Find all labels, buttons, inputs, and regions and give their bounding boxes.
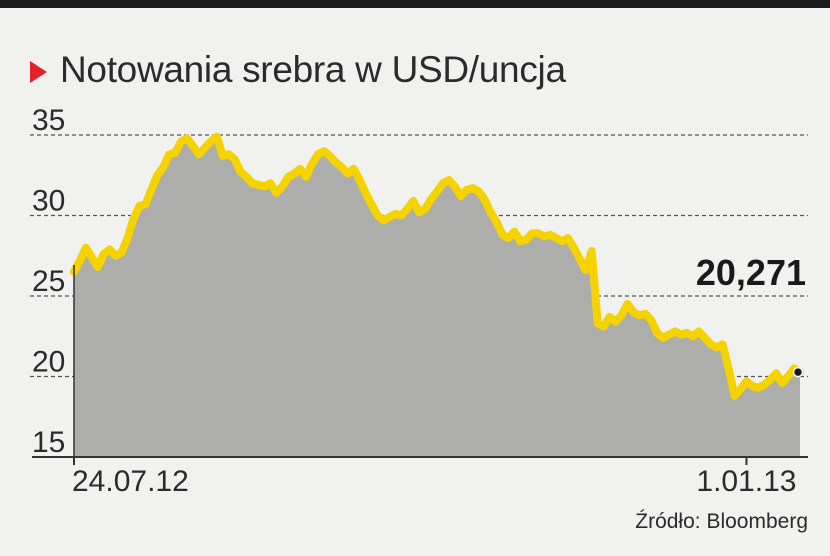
source-note: Źródło: Bloomberg — [635, 510, 808, 533]
title-marker-icon — [30, 61, 47, 83]
y-tick-label-20: 20 — [32, 346, 65, 379]
y-tick-label-35: 35 — [32, 104, 65, 137]
y-tick-label-25: 25 — [32, 265, 65, 298]
last-value-marker — [792, 366, 804, 378]
y-tick-label-30: 30 — [32, 185, 65, 218]
price-area — [74, 136, 800, 458]
top-rule — [0, 0, 830, 8]
x-tick-label: 24.07.12 — [72, 465, 189, 498]
x-tick-label: 1.01.13 — [696, 465, 796, 498]
y-tick-label-15: 15 — [32, 426, 65, 459]
chart-title: Notowania srebra w USD/uncja — [60, 49, 566, 90]
price-line — [70, 132, 804, 400]
last-value-label: 20,271 — [696, 252, 806, 293]
